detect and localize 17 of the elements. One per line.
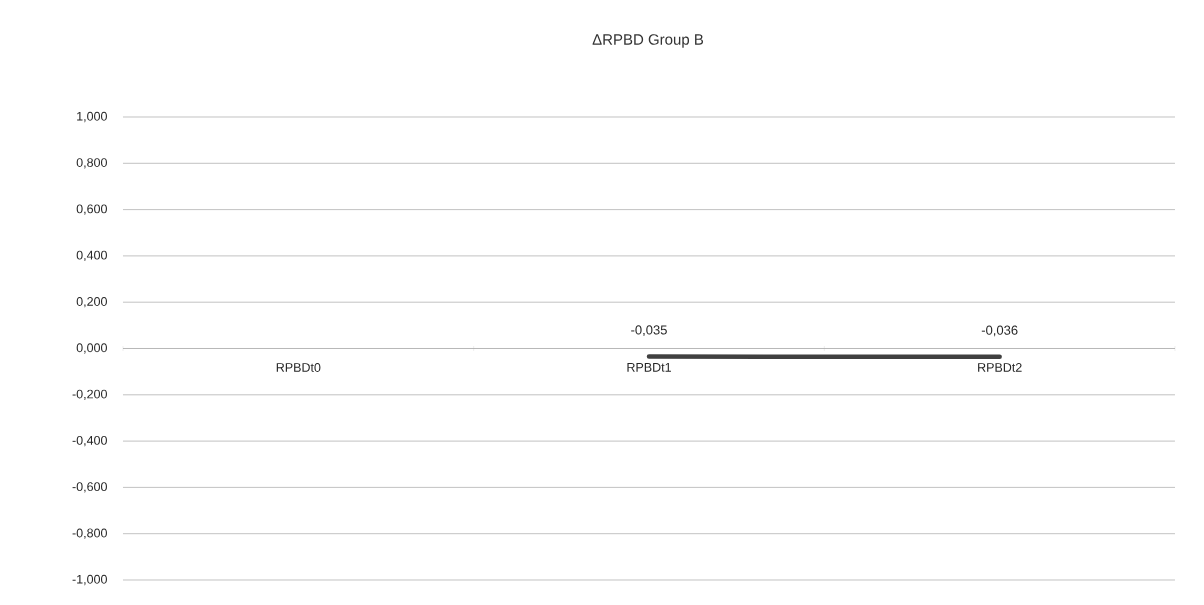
y-tick-label: 0,200 (76, 297, 107, 308)
data-label: -0,035 (631, 325, 667, 337)
x-tick-label: RPBDt1 (627, 363, 671, 372)
y-tick-label: -1,000 (72, 574, 107, 586)
y-tick-label: -0,200 (72, 389, 107, 400)
y-tick-label: -0,400 (72, 435, 107, 447)
chart-title: ΔRPBD Group B (592, 34, 704, 48)
y-tick-label: 0,600 (76, 204, 107, 215)
y-tick-label: 1,000 (77, 111, 107, 123)
y-tick-label: 0,400 (76, 250, 107, 262)
x-tick-label: RPBDt2 (978, 363, 1022, 372)
y-tick-label: -0,800 (72, 528, 107, 539)
x-tick-label: RPBDt0 (276, 363, 321, 372)
data-label: -0,036 (981, 325, 1018, 337)
y-tick-label: 0,000 (76, 343, 107, 354)
y-tick-label: 0,800 (76, 158, 107, 169)
y-tick-label: -0,600 (72, 482, 107, 493)
